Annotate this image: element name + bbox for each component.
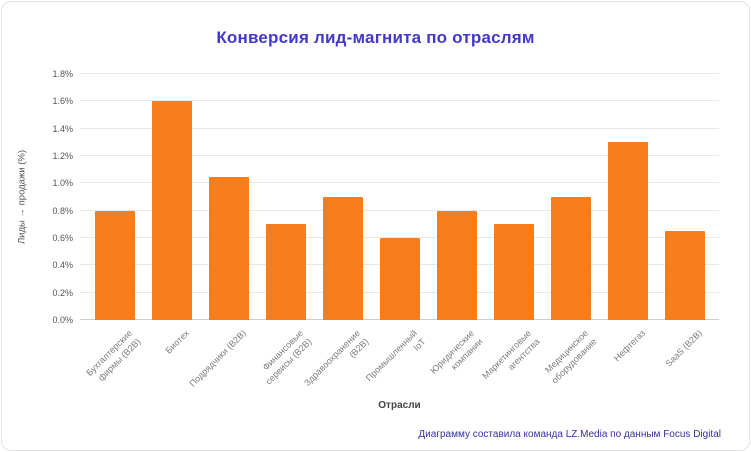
x-label-slot: Маркетинговые агентства (480, 320, 542, 412)
bar-slot (656, 74, 713, 320)
gridline (80, 237, 719, 238)
bar-2[interactable] (151, 101, 192, 320)
bar-slot (371, 74, 428, 320)
gridline (80, 182, 719, 184)
x-axis-title: Отрасли (378, 400, 421, 411)
y-tick-label: 1.4% (52, 123, 73, 134)
x-label-slot: Юридические компании (428, 320, 485, 412)
bar-9[interactable] (550, 197, 591, 320)
y-axis-title: Лиды → продажи (%) (16, 149, 28, 245)
bar-6[interactable] (379, 238, 420, 320)
y-tick-label: 0.4% (52, 260, 73, 271)
chart-title: Конверсия лид-магнита по отраслям (216, 28, 535, 47)
gridline (80, 100, 719, 102)
y-tick-label: 0.0% (52, 315, 73, 325)
y-tick-label: 1.2% (52, 151, 73, 161)
y-tick-label: 0.6% (52, 233, 73, 243)
bar-3[interactable] (208, 176, 249, 320)
bar-slot (86, 74, 143, 320)
bar-slot (485, 74, 542, 320)
x-label-slot: SaaS (B2B) (656, 320, 713, 412)
x-label-slot: Медицинское оборудование (542, 320, 599, 412)
x-label-slot: Здравоохранение (B2B) (302, 320, 371, 412)
bar-slot (428, 74, 485, 320)
y-tick-label: 0.8% (52, 205, 73, 216)
x-label-slot: Биотех (143, 320, 200, 412)
bar-slot (314, 74, 371, 320)
bar-slot (599, 74, 656, 320)
bar-slot (542, 74, 599, 320)
bar-4[interactable] (265, 224, 306, 320)
bar-slot (200, 74, 257, 320)
bar-8[interactable] (493, 224, 534, 320)
gridline (80, 209, 719, 211)
bars-row (80, 74, 719, 320)
plot-area: 0.0% 0.2% 0.4% 0.6% 0.8% 1.0% 1.2% 1.4% 1.6% 1.8% (52, 69, 719, 325)
gridline (80, 127, 719, 129)
x-label-slot: Финансовые сервисы (B2B) (257, 320, 314, 412)
bar-7[interactable] (436, 210, 477, 320)
x-label-slot: Нефтегаз (599, 320, 656, 412)
gridline (80, 155, 719, 156)
x-label-slot: Подрядчики (B2B) (187, 320, 257, 412)
x-labels-row: Бухгалтерские фирмы (B2B) Биотех Подрядчик… (80, 320, 719, 412)
bar-1[interactable] (94, 210, 135, 320)
bar-slot (143, 74, 200, 320)
bar-5[interactable] (322, 197, 363, 320)
bar-11[interactable] (664, 231, 705, 320)
y-tick-label: 1.6% (52, 96, 73, 107)
x-label-slot: Бухгалтерские фирмы (B2B) (84, 320, 143, 412)
bar-slot (257, 74, 314, 320)
x-label-slot: Промышленный IoT (363, 320, 428, 412)
gridline (80, 73, 719, 74)
attribution-note: Диаграмму составила команда LZ.Media по … (418, 429, 721, 440)
y-tick-label: 1.8% (52, 69, 73, 79)
y-tick-label: 1.0% (52, 178, 73, 189)
y-tick-label: 0.2% (52, 287, 73, 298)
bar-10[interactable] (607, 142, 648, 320)
y-tick-labels: 0.0% 0.2% 0.4% 0.6% 0.8% 1.0% 1.2% 1.4% 1.6% 1.8% (52, 69, 719, 325)
